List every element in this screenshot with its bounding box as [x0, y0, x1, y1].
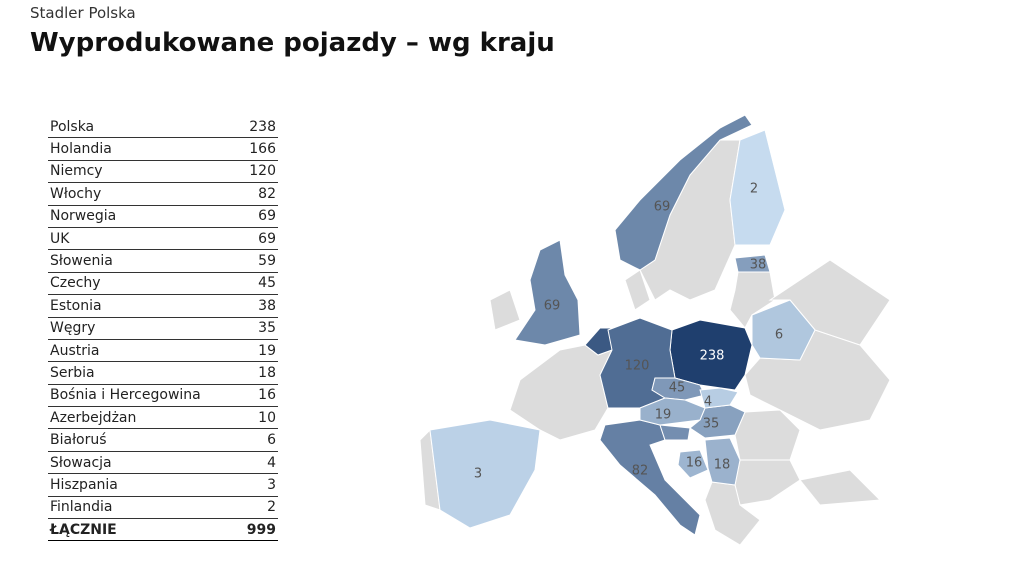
country-value: 3 [237, 473, 278, 497]
country-region [514, 239, 581, 346]
country-name: Austria [48, 339, 238, 363]
country-value: 2 [237, 496, 278, 520]
country-region [751, 299, 816, 361]
romania [734, 409, 801, 461]
country-name: Białoruś [48, 428, 238, 452]
table-row: Serbia 18 [48, 361, 278, 385]
background-countries [419, 139, 891, 546]
country-name: Słowacja [48, 451, 238, 475]
table-row: Austria 19 [48, 339, 278, 363]
country-name: Węgry [48, 317, 238, 340]
table-row: Słowenia 59 [48, 249, 278, 273]
country-name: Norwegia [48, 205, 238, 228]
country-name: Finlandia [48, 496, 238, 520]
country-value: 16 [237, 384, 278, 408]
turkey [799, 469, 882, 506]
country-name: UK [48, 227, 238, 251]
country-name: Słowenia [48, 249, 238, 273]
country-name: Włochy [48, 182, 238, 206]
country-value: 45 [237, 272, 278, 296]
country-name: Bośnia i Hercegowina [48, 384, 238, 408]
country-value: 69 [237, 227, 278, 251]
table-row: Estonia 38 [48, 294, 278, 318]
map-label: 35 [703, 417, 720, 432]
ireland [489, 289, 521, 331]
country-value: 4 [237, 451, 278, 475]
map-label: 69 [544, 299, 561, 314]
country-value: 82 [237, 182, 278, 206]
map-label: 69 [654, 200, 671, 215]
table-row: Białoruś 6 [48, 428, 278, 452]
subtitle: Stadler Polska [30, 4, 136, 22]
map-label: 82 [632, 464, 649, 479]
country-name: Azerbejdżan [48, 406, 238, 430]
map-label: 19 [655, 408, 672, 423]
country-region [651, 377, 706, 401]
bulgaria [734, 459, 801, 506]
country-name: Holandia [48, 137, 238, 161]
table-row: Polska 238 [48, 116, 278, 139]
table-row: Słowacja 4 [48, 451, 278, 475]
country-name: Estonia [48, 294, 238, 318]
country-name: Niemcy [48, 160, 238, 184]
country-region [429, 419, 541, 529]
title: Wyprodukowane pojazdy – wg kraju [30, 28, 555, 58]
country-value: 19 [237, 339, 278, 363]
total-row: ŁĄCZNIE 999 [48, 518, 278, 542]
baltics [729, 271, 776, 329]
greece [704, 481, 761, 546]
country-region [639, 397, 706, 426]
table-row: Finlandia 2 [48, 496, 278, 520]
country-name: Hiszpania [48, 473, 238, 497]
table-row: Norwegia 69 [48, 205, 278, 228]
map-label: 4 [704, 395, 712, 410]
table-row: Włochy 82 [48, 182, 278, 206]
country-region [734, 254, 771, 273]
country-region [614, 114, 753, 271]
map-label: 2 [750, 182, 758, 197]
country-value: 166 [237, 137, 278, 161]
map-label: 120 [625, 359, 650, 374]
map-label: 18 [714, 458, 731, 473]
map-label: 45 [669, 381, 686, 396]
country-region [659, 424, 691, 441]
country-name: Czechy [48, 272, 238, 296]
country-region [704, 437, 741, 486]
table-row: Azerbejdżan 10 [48, 406, 278, 430]
country-value: 35 [237, 317, 278, 340]
country-name: Polska [48, 116, 238, 139]
map-label: 238 [700, 349, 725, 364]
map-label: 16 [686, 456, 703, 471]
country-region [729, 129, 786, 246]
map-label: 38 [750, 258, 767, 273]
country-region [677, 449, 709, 479]
country-region [699, 387, 739, 409]
map-label: 6 [775, 328, 783, 343]
table-row: Holandia 166 [48, 137, 278, 161]
map-label: 3 [474, 467, 482, 482]
table-row: UK 69 [48, 227, 278, 251]
table-row: Bośnia i Hercegowina 16 [48, 384, 278, 408]
country-value: 59 [237, 249, 278, 273]
country-value: 10 [237, 406, 278, 430]
country-value: 120 [237, 160, 278, 184]
country-value: 69 [237, 205, 278, 228]
france [509, 344, 613, 441]
denmark [624, 269, 651, 311]
country-value: 38 [237, 294, 278, 318]
total-label: ŁĄCZNIE [48, 518, 238, 542]
country-value: 6 [237, 428, 278, 452]
country-name: Serbia [48, 361, 238, 385]
table-row: Czechy 45 [48, 272, 278, 296]
country-value: 238 [237, 116, 278, 139]
country-value: 18 [237, 361, 278, 385]
total-value: 999 [237, 518, 278, 542]
table-row: Węgry 35 [48, 317, 278, 340]
country-table: Polska 238 Holandia 166 Niemcy 120 Włochy 82 Nor… [48, 116, 278, 542]
table-row: Niemcy 120 [48, 160, 278, 184]
table-row: Hiszpania 3 [48, 473, 278, 497]
